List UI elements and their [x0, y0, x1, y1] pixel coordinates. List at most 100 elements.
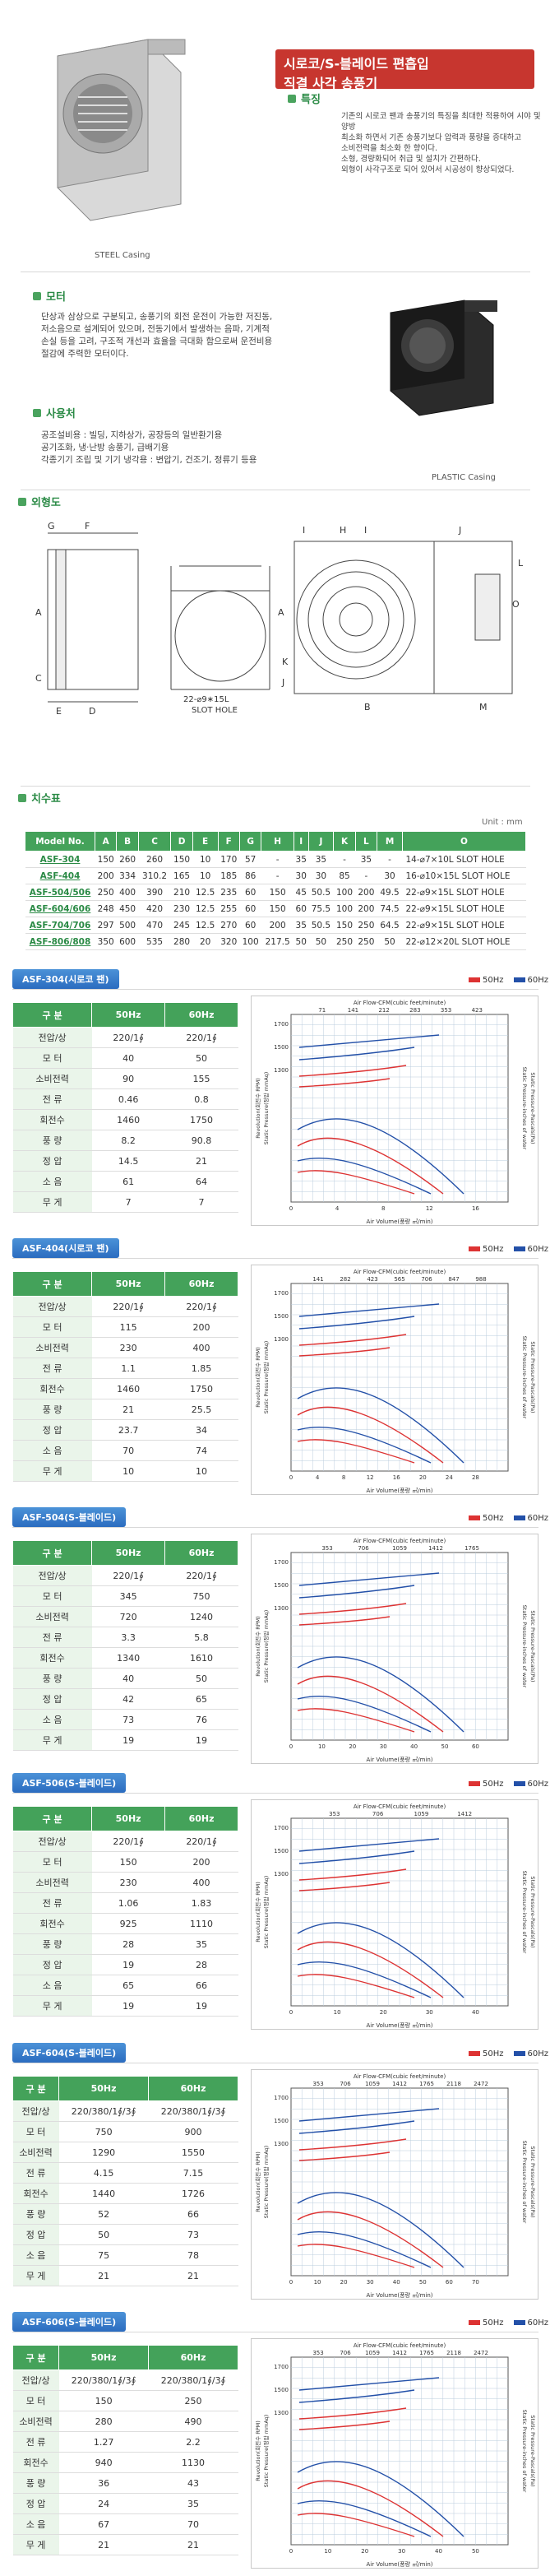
dim-row: ASF-504/506 250 400 390 210 12.5 235 60 150 45 50.… — [25, 884, 526, 901]
pressure-curve-50hz — [297, 1406, 444, 1464]
model-tab[interactable]: ASF-504(S-블레이드) — [12, 1507, 127, 1527]
perf-cell: 전압/상 — [12, 1296, 92, 1317]
perf-row: 전압/상 220/380/1∮/3∮ 220/380/1∮/3∮ — [12, 2100, 238, 2122]
perf-col-header: 구 분 — [12, 1002, 93, 1028]
top-tick-label: 1765 — [419, 2081, 434, 2087]
perf-row: 정 압 24 35 — [12, 2493, 238, 2514]
model-section: ASF-506(S-블레이드) 50Hz 60Hz 구 분 50Hz 60Hz 전압/상 22… — [0, 1773, 550, 2036]
model-tab[interactable]: ASF-304(시로코 팬) — [12, 969, 119, 989]
rpm-curve-60hz-2 — [298, 1316, 415, 1330]
perf-cell: 21 — [148, 2265, 238, 2286]
model-link[interactable]: ASF-504/506 — [25, 884, 95, 901]
model-tab[interactable]: ASF-404(시로코 팬) — [12, 1238, 119, 1258]
perf-cell: 무 게 — [12, 2265, 59, 2286]
perf-cell: 0.46 — [91, 1088, 165, 1110]
top-tick-label: 1412 — [392, 2081, 407, 2087]
svg-text:M: M — [479, 702, 488, 712]
perf-col-header: 60Hz — [164, 1806, 238, 1831]
motor-heading: 모터 — [33, 288, 66, 304]
perf-cell: 23.7 — [91, 1419, 165, 1441]
perf-col-header: 60Hz — [148, 2345, 238, 2370]
perf-row: 풍 량 8.2 90.8 — [12, 1130, 238, 1151]
x-axis-title: Air Volume(풍량 ㎥/min) — [367, 2021, 433, 2029]
top-axis-title: Air Flow-CFM(cubic feet/minute) — [354, 2073, 446, 2080]
perf-col-header: 60Hz — [148, 2076, 238, 2101]
svg-text:L: L — [518, 558, 523, 569]
perf-row: 풍 량 40 50 — [12, 1668, 238, 1689]
x-tick-label: 40 — [410, 1743, 418, 1750]
x-axis-title: Air Volume(풍량 ㎥/min) — [367, 1756, 433, 1763]
dim-cell: 12.5 — [192, 884, 219, 901]
top-axis-title: Air Flow-CFM(cubic feet/minute) — [354, 2342, 446, 2349]
perf-row: 회전수 940 1130 — [12, 2452, 238, 2473]
x-tick-label: 30 — [367, 2279, 374, 2286]
y-tick-label: 1500 — [274, 1313, 289, 1320]
dim-cell: 150 — [95, 851, 117, 868]
model-link[interactable]: ASF-304 — [25, 851, 95, 868]
blue-line-icon — [513, 1246, 525, 1251]
y-tick-label: 1700 — [274, 1290, 289, 1297]
perf-cell: 1750 — [164, 1109, 238, 1130]
perf-cell: 풍 량 — [12, 2472, 59, 2494]
model-tab[interactable]: ASF-506(S-블레이드) — [12, 1773, 127, 1793]
perf-cell: 모 터 — [12, 1047, 92, 1069]
top-tick-label: 2472 — [474, 2350, 488, 2356]
perf-cell: 220/380/1∮/3∮ — [148, 2369, 238, 2391]
dim-cell: 75.5 — [308, 900, 334, 917]
perf-cell: 19 — [91, 1729, 165, 1751]
red-line-icon — [469, 2320, 480, 2325]
dim-cell: 150 — [261, 884, 294, 901]
svg-text:A: A — [35, 607, 42, 618]
perf-row: 풍 량 21 25.5 — [12, 1399, 238, 1420]
perf-cell: 소 음 — [12, 2244, 59, 2266]
model-link[interactable]: ASF-806/808 — [25, 933, 95, 950]
model-link[interactable]: ASF-604/606 — [25, 900, 95, 917]
x-tick-label: 20 — [380, 2009, 387, 2016]
perf-col-header: 50Hz — [91, 1002, 166, 1028]
pressure-curve-60hz — [297, 2192, 464, 2268]
perf-cell: 73 — [148, 2224, 238, 2245]
perf-row: 소 음 61 64 — [12, 1171, 238, 1192]
perf-cell: 소 음 — [12, 1440, 92, 1461]
perf-row: 소 음 70 74 — [12, 1440, 238, 1461]
top-tick-label: 1059 — [392, 1545, 407, 1552]
dim-cell: 100 — [333, 900, 356, 917]
perf-row: 풍 량 52 66 — [12, 2203, 238, 2225]
perf-row: 회전수 1460 1750 — [12, 1109, 238, 1130]
perf-cell: 1750 — [164, 1378, 238, 1399]
top-tick-label: 847 — [448, 1276, 459, 1283]
perf-row: 모 터 150 250 — [12, 2390, 238, 2411]
dim-cell: 260 — [138, 851, 171, 868]
svg-text:G: G — [48, 521, 55, 531]
model-tab[interactable]: ASF-604(S-블레이드) — [12, 2043, 127, 2063]
perf-cell: 750 — [58, 2121, 149, 2142]
perf-col-header: 구 분 — [12, 1271, 93, 1297]
right-axis-title-2: Static Pressure-Pascals(Pa) — [529, 1072, 536, 1144]
perf-cell: 1130 — [148, 2452, 238, 2473]
perf-cell: 52 — [58, 2203, 149, 2225]
x-tick-label: 50 — [441, 1743, 449, 1750]
model-tab[interactable]: ASF-606(S-블레이드) — [12, 2312, 127, 2332]
rpm-curve-50hz — [298, 1603, 407, 1615]
y-axis-title-2: Static Pressure(정압 mmAq) — [262, 1072, 270, 1145]
right-axis-title-2: Static Pressure-Pascals(Pa) — [529, 1876, 536, 1947]
model-link[interactable]: ASF-704/706 — [25, 917, 95, 934]
perf-row: 무 게 21 21 — [12, 2265, 238, 2286]
dim-cell: 22-⌀9×15L SLOT HOLE — [402, 900, 526, 917]
performance-chart: Air Flow-CFM(cubic feet/minute) 353 706 105… — [251, 2338, 538, 2569]
perf-row: 소 음 75 78 — [12, 2244, 238, 2266]
top-tick-label: 565 — [394, 1276, 404, 1283]
perf-cell: 90.8 — [164, 1130, 238, 1151]
pressure-curve-60hz — [297, 1922, 464, 1998]
dim-col-header: L — [354, 831, 378, 852]
model-link[interactable]: ASF-404 — [25, 867, 95, 884]
top-tick-label: 2118 — [446, 2081, 461, 2087]
dim-cell: 217.5 — [261, 933, 294, 950]
x-tick-label: 60 — [446, 2279, 453, 2286]
dim-cell: 350 — [95, 933, 117, 950]
x-tick-label: 4 — [316, 1474, 320, 1481]
steel-casing-caption: STEEL Casing — [95, 251, 150, 260]
perf-cell: 5.8 — [164, 1627, 238, 1648]
perf-row: 모 터 345 750 — [12, 1585, 238, 1607]
dim-cell: 320 — [218, 933, 240, 950]
